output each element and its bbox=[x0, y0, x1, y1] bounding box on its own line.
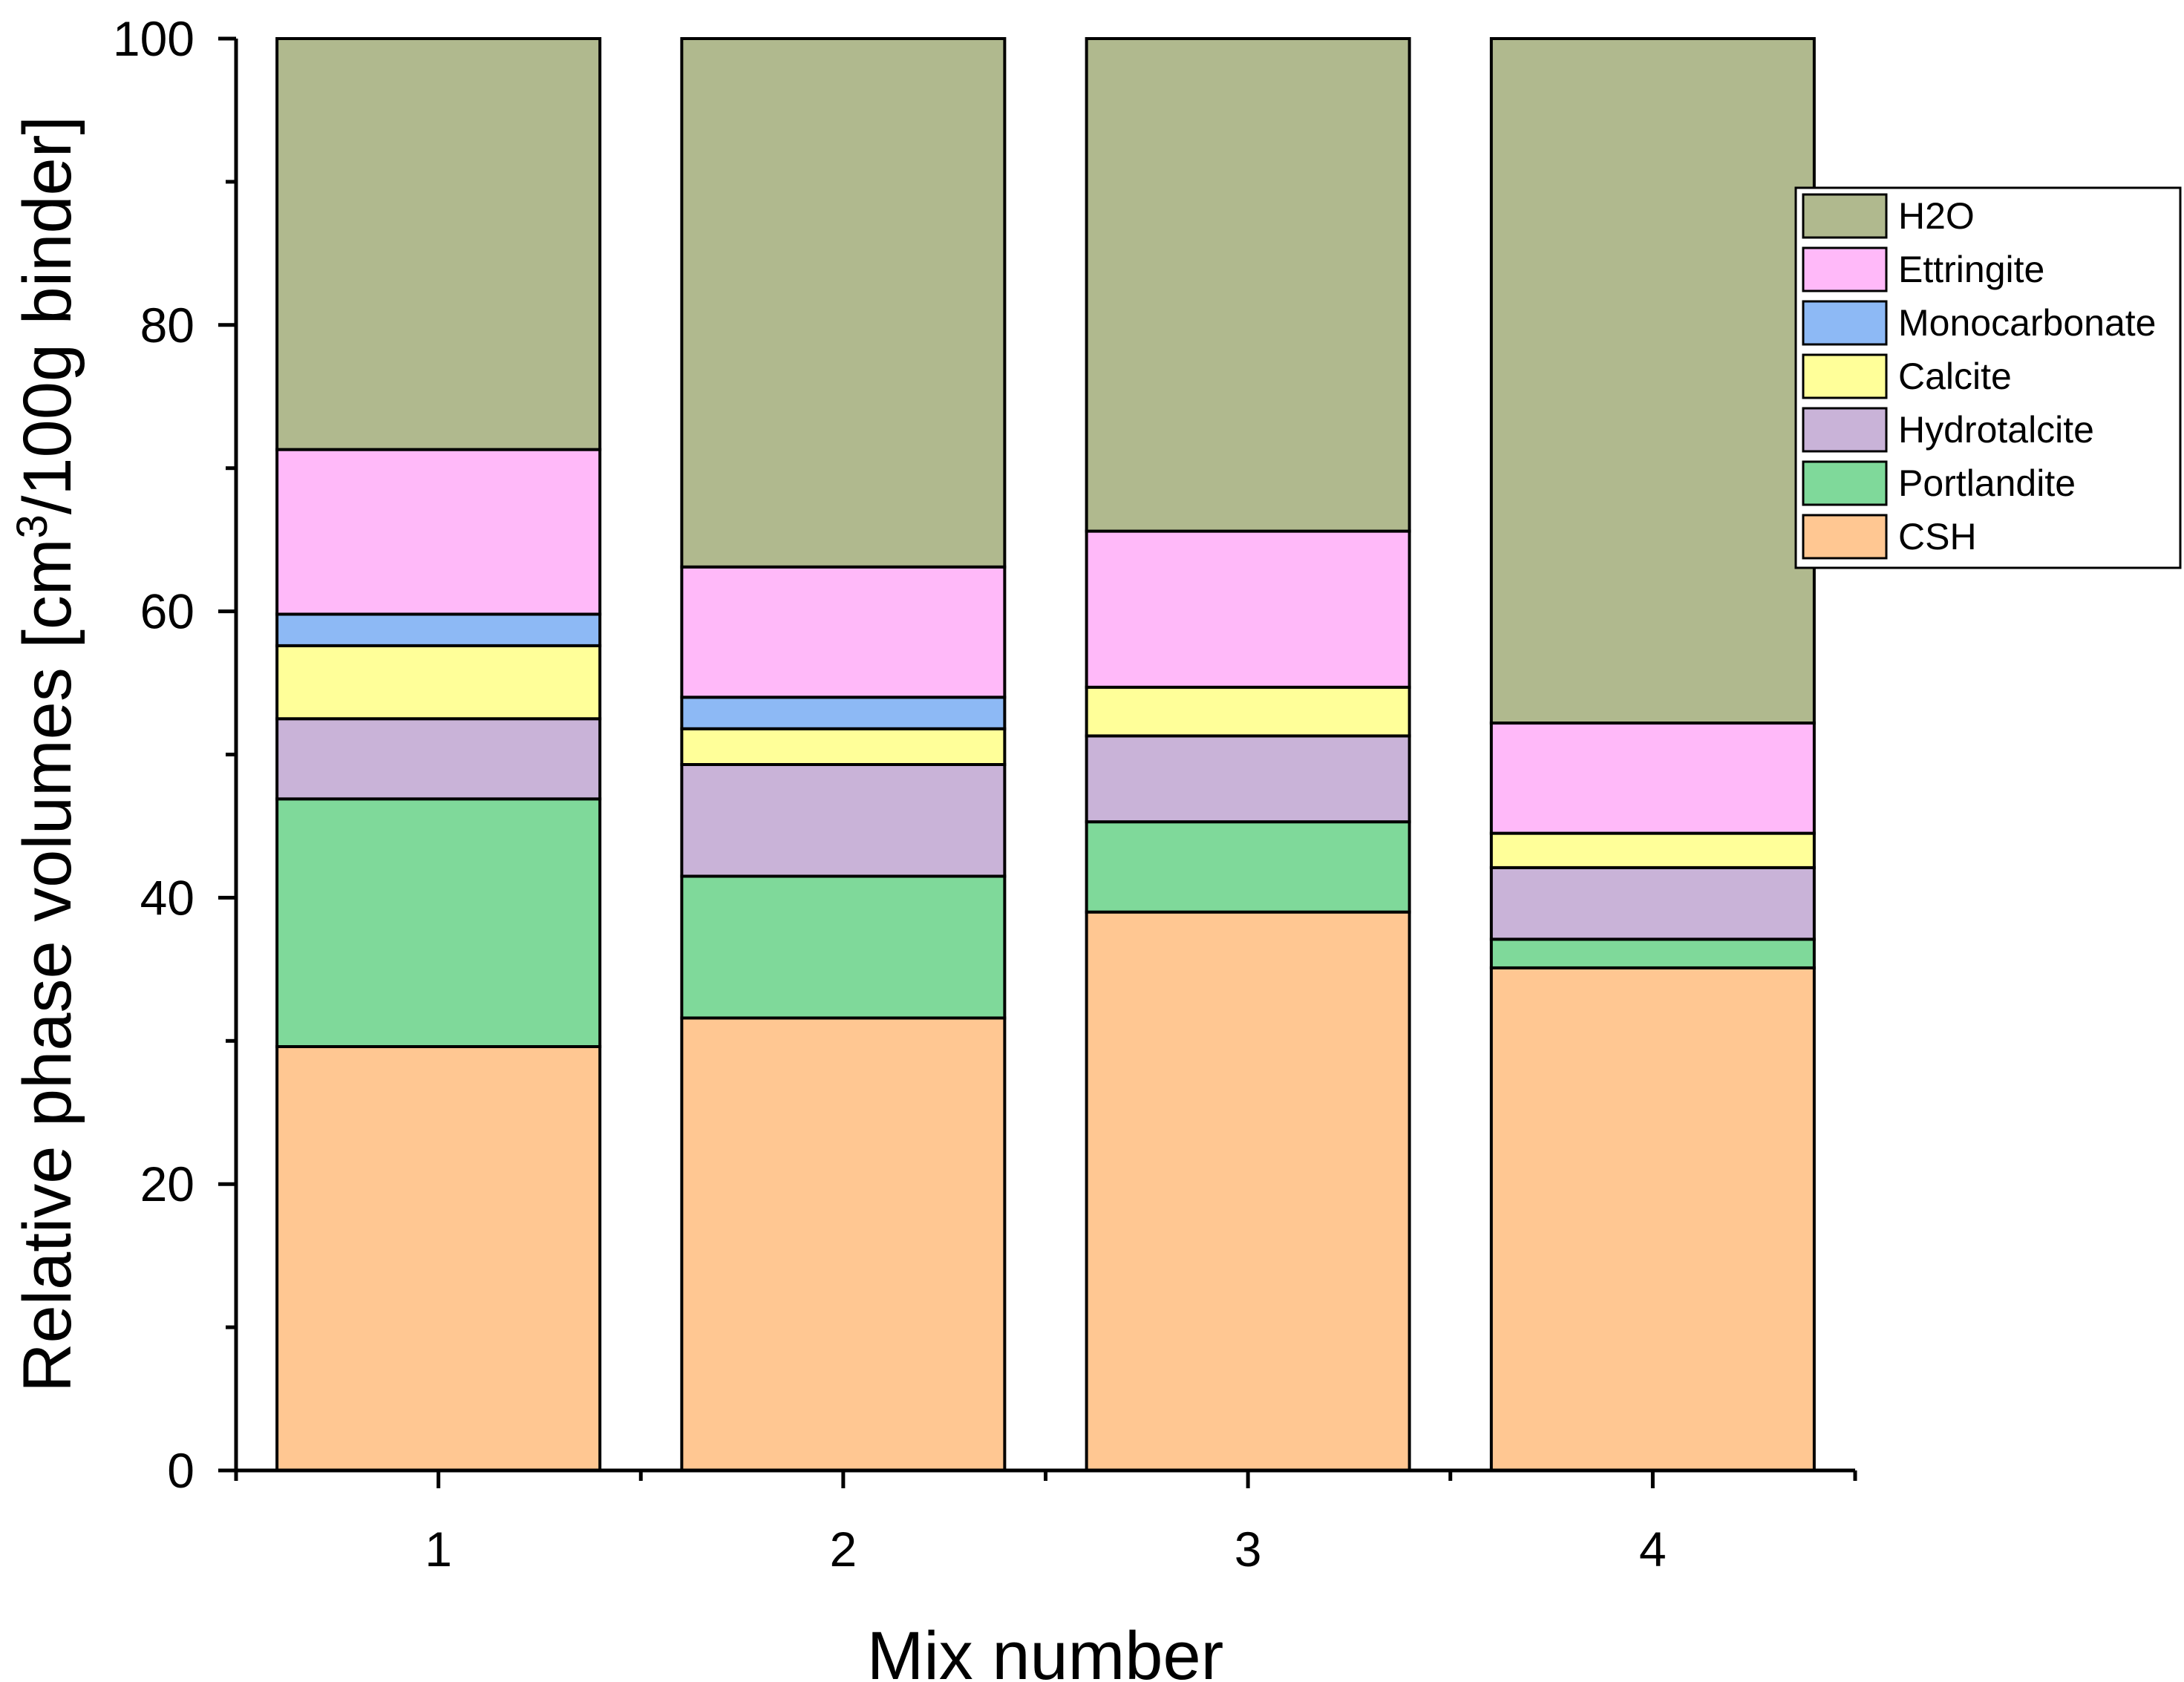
y-axis-title-prefix: Relative phase volumes [cm bbox=[10, 538, 85, 1393]
bar-segment-portlandite-mix-2 bbox=[680, 874, 1007, 1020]
legend-label-portlandite: Portlandite bbox=[1898, 462, 2076, 504]
legend-label-csh: CSH bbox=[1898, 516, 1977, 557]
legend-swatch-ettringite bbox=[1802, 246, 1888, 292]
bar-segment-ettringite-mix-3 bbox=[1085, 529, 1411, 689]
bar-segment-hydrotalcite-mix-1 bbox=[275, 717, 602, 801]
x-tick-label: 3 bbox=[1235, 1522, 1262, 1577]
bar-segment-monocarbonate-mix-2 bbox=[680, 696, 1007, 730]
y-tick-label: 20 bbox=[140, 1156, 194, 1211]
x-tick-label: 2 bbox=[830, 1522, 857, 1577]
bar-segment-monocarbonate-mix-1 bbox=[275, 612, 602, 647]
bar-segment-calcite-mix-2 bbox=[680, 727, 1007, 767]
y-tick-label: 60 bbox=[140, 584, 194, 639]
bar-segment-h2o-mix-2 bbox=[680, 37, 1007, 569]
legend-label-h2o: H2O bbox=[1898, 195, 1975, 237]
bar-segment-calcite-mix-4 bbox=[1489, 831, 1816, 869]
bar-segment-hydrotalcite-mix-2 bbox=[680, 763, 1007, 878]
bar-segment-h2o-mix-4 bbox=[1489, 37, 1816, 725]
bar-segment-h2o-mix-3 bbox=[1085, 37, 1411, 533]
legend-label-calcite: Calcite bbox=[1898, 356, 2012, 397]
legend-swatch-calcite bbox=[1802, 353, 1888, 399]
bar-segment-calcite-mix-1 bbox=[275, 644, 602, 721]
legend-label-monocarbonate: Monocarbonate bbox=[1898, 302, 2156, 344]
bar-segment-csh-mix-1 bbox=[275, 1045, 602, 1472]
x-tick-label: 1 bbox=[425, 1522, 452, 1577]
x-axis-title: Mix number bbox=[867, 1618, 1224, 1682]
legend-swatch-hydrotalcite bbox=[1802, 407, 1888, 453]
bar-segment-ettringite-mix-1 bbox=[275, 448, 602, 616]
bar-segment-portlandite-mix-4 bbox=[1489, 937, 1816, 969]
legend-swatch-monocarbonate bbox=[1802, 300, 1888, 346]
legend-label-hydrotalcite: Hydrotalcite bbox=[1898, 409, 2094, 451]
legend-swatch-csh bbox=[1802, 514, 1888, 560]
y-tick-label: 100 bbox=[113, 11, 194, 66]
y-tick-label: 80 bbox=[140, 298, 194, 353]
bar-segment-portlandite-mix-1 bbox=[275, 797, 602, 1049]
bar-segment-csh-mix-3 bbox=[1085, 910, 1411, 1472]
bar-segment-portlandite-mix-3 bbox=[1085, 820, 1411, 914]
bar-segment-ettringite-mix-2 bbox=[680, 565, 1007, 699]
legend: H2O Ettringite Monocarbonate Calcite Hydrota… bbox=[1794, 186, 2182, 569]
legend-swatch-h2o bbox=[1802, 193, 1888, 239]
bar-segment-h2o-mix-1 bbox=[275, 37, 602, 451]
bar-segment-csh-mix-2 bbox=[680, 1016, 1007, 1473]
legend-label-ettringite: Ettringite bbox=[1898, 249, 2044, 290]
bar-segment-hydrotalcite-mix-4 bbox=[1489, 865, 1816, 941]
y-ticks-group: 0 20 40 60 80 100 bbox=[113, 11, 236, 1498]
x-tick-label: 4 bbox=[1639, 1522, 1667, 1577]
y-axis-title: Relative phase volumes [cm3/100g binder] bbox=[8, 116, 85, 1393]
y-axis-title-suffix: /100g binder] bbox=[10, 116, 85, 514]
y-tick-label: 0 bbox=[167, 1443, 194, 1498]
bar-segment-hydrotalcite-mix-3 bbox=[1085, 734, 1411, 824]
bar-segment-ettringite-mix-4 bbox=[1489, 721, 1816, 835]
bars-group bbox=[275, 37, 1816, 1473]
y-axis-title-superscript: 3 bbox=[8, 514, 56, 538]
legend-swatch-portlandite bbox=[1802, 460, 1888, 506]
x-ticks-group: 1 2 3 4 bbox=[234, 1470, 1857, 1577]
y-tick-label: 40 bbox=[140, 870, 194, 925]
bar-segment-calcite-mix-3 bbox=[1085, 685, 1411, 738]
bar-segment-csh-mix-4 bbox=[1489, 966, 1816, 1472]
